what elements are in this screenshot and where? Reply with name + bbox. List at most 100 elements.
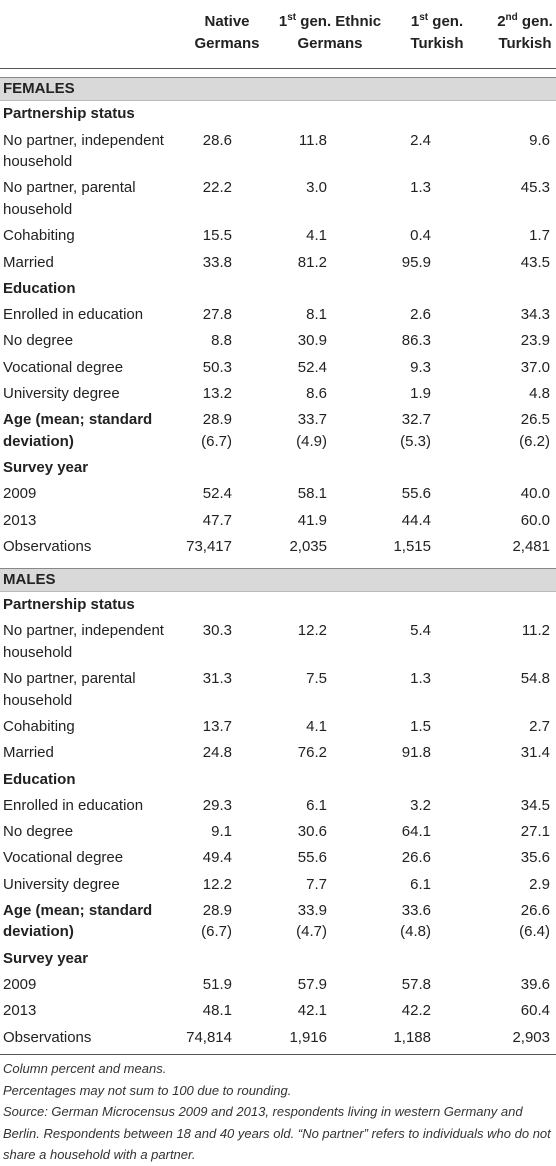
cell-text: 31.4 bbox=[520, 744, 550, 762]
cell-value: 2.7 bbox=[529, 716, 550, 738]
cell-value: 29.3 bbox=[203, 795, 232, 817]
cell-text: 0.4 bbox=[410, 227, 431, 245]
row-heading: Survey year bbox=[3, 949, 89, 967]
cell-text: 1,515 bbox=[393, 537, 431, 555]
cell-text: 55.6 bbox=[401, 485, 431, 503]
cell-text: 41.9 bbox=[297, 511, 327, 529]
cell-text: 11.2 bbox=[521, 622, 550, 640]
cell-value: 6.1 bbox=[410, 874, 431, 896]
cell-value: 11.8 bbox=[299, 130, 327, 152]
cell-value: 52.4 bbox=[203, 483, 232, 505]
cell-value: 74,814 bbox=[186, 1027, 232, 1049]
cell-text: 8.6 bbox=[306, 384, 327, 402]
cell-value: 30.9 bbox=[298, 330, 327, 352]
cell-value: 12.2 bbox=[203, 874, 232, 896]
row-heading: Survey year bbox=[3, 458, 89, 476]
cell-value: 73,417 bbox=[186, 536, 232, 558]
cell-value: 2.9 bbox=[529, 874, 550, 896]
table-row: Married 33.8 81.2 95.9 43.5 bbox=[0, 249, 556, 275]
column-header-superscript: st bbox=[287, 12, 297, 23]
cell-text: 9.3 bbox=[410, 358, 431, 376]
section-band: FEMALES bbox=[0, 77, 556, 101]
cell-text: 7.7 bbox=[306, 875, 327, 893]
cell-value: 55.6 bbox=[402, 483, 431, 505]
cell-value: 42.2 bbox=[402, 1000, 431, 1022]
row-label: Enrolled in education bbox=[3, 306, 144, 324]
column-header: 1st gen. Turkish bbox=[406, 11, 468, 55]
cell-value: 43.5 bbox=[521, 252, 550, 274]
column-header-superscript: st bbox=[419, 12, 429, 23]
cell-text: 6.1 bbox=[410, 875, 431, 893]
row-label: Vocational degree bbox=[3, 849, 124, 867]
cell-value: 2.4 bbox=[410, 130, 431, 152]
row-label: Observations bbox=[3, 1028, 92, 1046]
cell-text: 54.8 bbox=[520, 670, 550, 688]
cell-value: 28.9 (6.7) bbox=[201, 409, 232, 452]
table-row: Partnership status bbox=[0, 592, 556, 618]
cell-sd: (5.3) bbox=[400, 432, 431, 450]
cell-value: 64.1 bbox=[402, 821, 431, 843]
table-row: Enrolled in education 27.8 8.1 2.6 34.3 bbox=[0, 302, 556, 328]
cell-text: 35.6 bbox=[520, 849, 550, 867]
cell-value: 50.3 bbox=[203, 357, 232, 379]
cell-value: 30.3 bbox=[203, 620, 232, 642]
cell-value: 1.9 bbox=[410, 383, 431, 405]
note: Column percent and means. bbox=[3, 1061, 167, 1077]
cell-value: 9.1 bbox=[211, 821, 232, 843]
cell-sd: (6.2) bbox=[519, 432, 550, 450]
cell-text: 95.9 bbox=[401, 253, 431, 271]
row-label: No partner, independent household bbox=[3, 622, 164, 661]
cell-text: 24.8 bbox=[202, 744, 232, 762]
row-heading: Age (mean; standard deviation) bbox=[3, 901, 153, 941]
cell-sd: (4.8) bbox=[400, 923, 431, 941]
cell-text: 34.3 bbox=[520, 306, 550, 324]
cell-text: 28.9 bbox=[202, 411, 232, 429]
cell-text: 7.5 bbox=[306, 670, 327, 688]
cell-value: 11.2 bbox=[522, 620, 550, 642]
row-label: Vocational degree bbox=[3, 358, 124, 376]
cell-text: 2,035 bbox=[289, 537, 327, 555]
row-label: No degree bbox=[3, 332, 74, 350]
cell-value: 95.9 bbox=[402, 252, 431, 274]
cell-text: 26.6 bbox=[401, 849, 431, 867]
cell-text: 15.5 bbox=[202, 227, 232, 245]
cell-value: 1,916 bbox=[289, 1027, 327, 1049]
cell-text: 39.6 bbox=[520, 975, 550, 993]
cell-value: 1,515 bbox=[393, 536, 431, 558]
table-row: Age (mean; standard deviation) 28.9 (6.7) 3… bbox=[0, 407, 556, 455]
cell-text: 8.1 bbox=[306, 306, 327, 324]
cell-value: 33.9 (4.7) bbox=[296, 900, 327, 943]
cell-text: 42.2 bbox=[401, 1002, 431, 1020]
section-band: MALES bbox=[0, 567, 556, 592]
row-heading: Partnership status bbox=[3, 596, 135, 614]
cell-value: 7.5 bbox=[306, 668, 327, 690]
cell-value: 15.5 bbox=[203, 225, 232, 247]
cell-text: 1.3 bbox=[410, 670, 431, 688]
cell-value: 60.0 bbox=[521, 510, 550, 532]
cell-value: 12.2 bbox=[298, 620, 327, 642]
column-header-number: 1 bbox=[278, 13, 288, 30]
cell-text: 23.9 bbox=[520, 332, 550, 350]
cell-text: 47.7 bbox=[202, 511, 232, 529]
cell-value: 49.4 bbox=[203, 847, 232, 869]
cell-value: 2.6 bbox=[410, 304, 431, 326]
row-label: Enrolled in education bbox=[3, 796, 144, 814]
row-label: 2013 bbox=[3, 511, 37, 529]
cell-text: 29.3 bbox=[202, 796, 232, 814]
cell-text: 3.0 bbox=[306, 179, 327, 197]
cell-text: 52.4 bbox=[202, 485, 232, 503]
cell-text: 86.3 bbox=[401, 332, 431, 350]
cell-text: 22.2 bbox=[202, 179, 232, 197]
cell-text: 33.7 bbox=[297, 411, 327, 429]
cell-text: 34.5 bbox=[520, 796, 550, 814]
cell-sd: (6.4) bbox=[519, 923, 550, 941]
cell-text: 52.4 bbox=[297, 358, 327, 376]
cell-value: 7.7 bbox=[306, 874, 327, 896]
column-header-text: gen. Ethnic Germans bbox=[296, 13, 382, 52]
cell-sd: (6.7) bbox=[201, 923, 232, 941]
column-header-text: gen. Turkish bbox=[410, 13, 464, 52]
cell-sd: (6.7) bbox=[201, 432, 232, 450]
cell-value: 60.4 bbox=[521, 1000, 550, 1022]
cell-text: 30.9 bbox=[297, 332, 327, 350]
table-row: Vocational degree 50.3 52.4 9.3 37.0 bbox=[0, 354, 556, 380]
